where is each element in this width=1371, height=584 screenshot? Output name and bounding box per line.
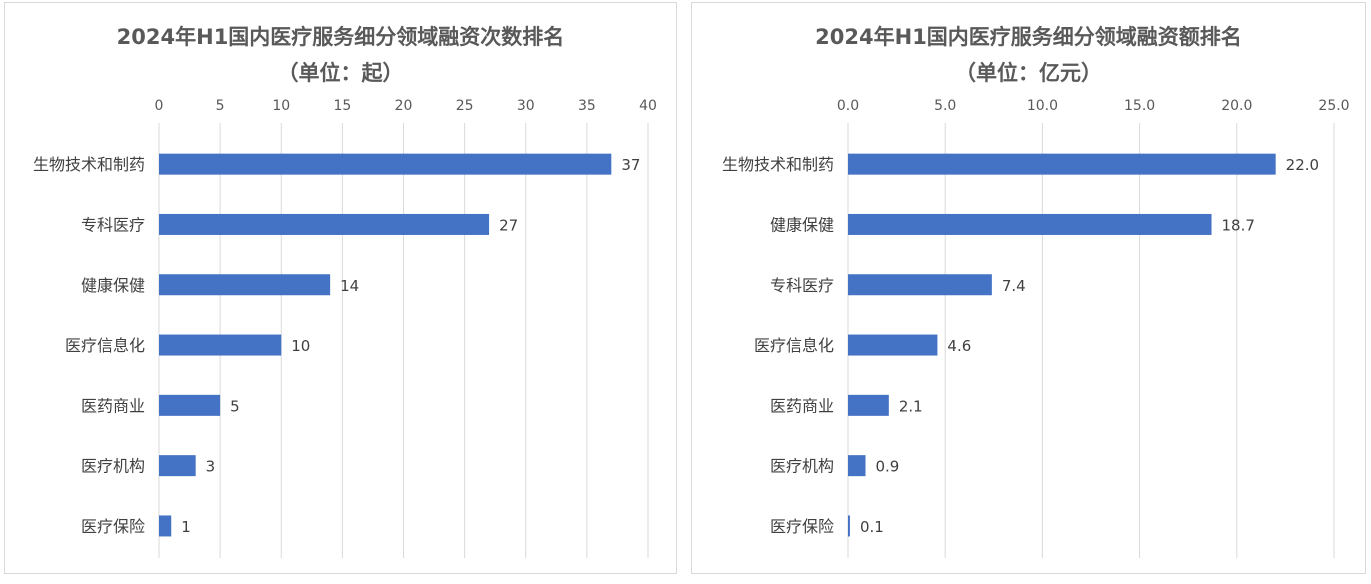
bar (848, 394, 889, 416)
x-tick-label: 10 (272, 98, 290, 114)
x-tick-label: 40 (639, 98, 657, 114)
category-label: 医疗信息化 (65, 336, 145, 355)
category-label: 专科医疗 (770, 276, 834, 295)
x-tick-label: 10.0 (1027, 98, 1058, 114)
x-tick-label: 20.0 (1221, 98, 1252, 114)
bar (848, 274, 992, 296)
bar (159, 394, 221, 416)
x-tick-label: 25.0 (1318, 98, 1349, 114)
data-label: 1 (181, 518, 191, 536)
bar (848, 213, 1212, 235)
data-label: 0.1 (860, 518, 884, 536)
data-label: 7.4 (1002, 277, 1026, 295)
data-label: 5 (230, 397, 240, 415)
category-label: 专科医疗 (81, 215, 145, 234)
category-label: 医疗保险 (770, 517, 834, 536)
x-tick-label: 25 (456, 98, 474, 114)
bar-chart-financing-amount: 0.0 5.0 10.0 15.0 20.0 25.0 生物技术和制药 22.0 健康保健 18.… (722, 98, 1350, 558)
chart-subtitle: （单位：起） (277, 61, 404, 85)
category-label: 医药商业 (81, 396, 145, 415)
x-tick-label: 0.0 (837, 98, 859, 114)
category-label: 医疗信息化 (754, 336, 834, 355)
data-label: 27 (499, 216, 518, 234)
chart-subtitle: （单位：亿元） (955, 61, 1102, 85)
category-label: 健康保健 (81, 276, 145, 295)
bar (159, 274, 331, 296)
data-label: 14 (340, 277, 359, 295)
data-label: 37 (621, 156, 640, 174)
chart-title: 2024年H1国内医疗服务细分领域融资额排名 (815, 25, 1242, 49)
chart-panel-financing-amount: 2024年H1国内医疗服务细分领域融资额排名 （单位：亿元） 0.0 5.0 10.… (691, 2, 1366, 574)
bar (159, 515, 172, 537)
x-tick-label: 15.0 (1124, 98, 1155, 114)
chart-panel-financing-count: 2024年H1国内医疗服务细分领域融资次数排名 （单位：起） 0 5 10 15 20 2… (4, 2, 677, 574)
data-label: 4.6 (947, 337, 971, 355)
category-label: 医药商业 (770, 396, 834, 415)
category-label: 医疗机构 (770, 457, 834, 476)
data-label: 18.7 (1222, 216, 1255, 234)
category-label: 医疗机构 (81, 457, 145, 476)
data-label: 0.9 (875, 458, 899, 476)
data-label: 3 (206, 458, 216, 476)
category-label: 生物技术和制药 (722, 155, 834, 174)
bar (848, 515, 850, 537)
x-tick-label: 15 (333, 98, 351, 114)
x-tick-label: 5 (216, 98, 225, 114)
category-label: 医疗保险 (81, 517, 145, 536)
x-tick-label: 5.0 (934, 98, 956, 114)
bar (159, 213, 490, 235)
x-tick-label: 35 (578, 98, 596, 114)
bar (159, 153, 612, 175)
x-tick-label: 0 (155, 98, 164, 114)
bar (848, 334, 938, 356)
category-label: 生物技术和制药 (33, 155, 145, 174)
bar (848, 455, 866, 477)
data-label: 2.1 (899, 397, 923, 415)
data-label: 22.0 (1286, 156, 1319, 174)
bar (159, 334, 282, 356)
x-tick-label: 20 (395, 98, 413, 114)
category-label: 健康保健 (770, 215, 834, 234)
chart-title: 2024年H1国内医疗服务细分领域融资次数排名 (116, 25, 565, 49)
x-tick-label: 30 (517, 98, 535, 114)
data-label: 10 (291, 337, 310, 355)
bar (159, 455, 196, 477)
bar (848, 153, 1276, 175)
